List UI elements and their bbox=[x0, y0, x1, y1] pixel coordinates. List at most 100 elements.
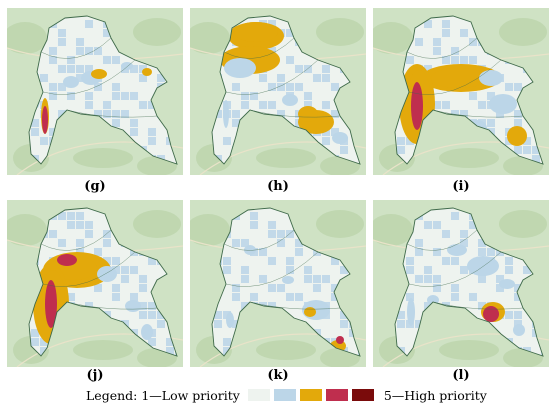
priority-cell-level-2 bbox=[223, 266, 231, 274]
priority-cell-level-2 bbox=[76, 221, 84, 229]
priority-cell-level-2 bbox=[277, 74, 285, 82]
map-panel-g bbox=[7, 8, 183, 175]
priority-cell-level-2 bbox=[424, 221, 432, 229]
priority-zone-level-2 bbox=[513, 324, 525, 336]
priority-cell-level-2 bbox=[76, 212, 84, 220]
priority-cell-level-2 bbox=[67, 65, 75, 73]
terrain-patch bbox=[133, 210, 181, 238]
priority-cell-level-2 bbox=[451, 293, 459, 301]
priority-cell-level-2 bbox=[241, 275, 249, 283]
priority-cell-level-2 bbox=[139, 74, 147, 82]
priority-cell-level-2 bbox=[232, 293, 240, 301]
priority-cell-level-2 bbox=[112, 110, 120, 118]
priority-cell-level-2 bbox=[532, 155, 540, 163]
internal-boundary bbox=[249, 301, 341, 310]
legend-low-label: Legend: 1—Low priority bbox=[86, 387, 240, 403]
priority-cell-level-2 bbox=[478, 248, 486, 256]
priority-cell-level-2 bbox=[166, 338, 174, 346]
priority-cell-level-2 bbox=[40, 338, 48, 346]
terrain-patch bbox=[190, 214, 230, 246]
priority-cell-level-2 bbox=[157, 311, 165, 319]
priority-cell-level-2 bbox=[85, 101, 93, 109]
priority-cell-level-2 bbox=[487, 92, 495, 100]
priority-cell-level-2 bbox=[40, 74, 48, 82]
priority-cell-level-2 bbox=[232, 119, 240, 127]
priority-cell-level-2 bbox=[304, 275, 312, 283]
priority-cell-level-2 bbox=[424, 266, 432, 274]
priority-cell-level-2 bbox=[523, 266, 531, 274]
priority-cell-level-2 bbox=[331, 257, 339, 265]
priority-cell-level-2 bbox=[103, 257, 111, 265]
priority-cell-level-2 bbox=[130, 128, 138, 136]
internal-boundary bbox=[42, 59, 136, 95]
priority-cell-level-2 bbox=[139, 65, 147, 73]
priority-cell-level-2 bbox=[67, 56, 75, 64]
priority-cell-level-2 bbox=[340, 146, 348, 154]
priority-zone-level-4 bbox=[411, 82, 423, 130]
terrain-patch bbox=[499, 210, 547, 238]
priority-cell-level-2 bbox=[76, 74, 84, 82]
priority-cell-level-2 bbox=[148, 128, 156, 136]
priority-cell-level-2 bbox=[76, 248, 84, 256]
priority-zone-level-2 bbox=[489, 94, 517, 114]
priority-cell-level-2 bbox=[121, 275, 129, 283]
priority-cell-level-2 bbox=[295, 65, 303, 73]
priority-cell-level-2 bbox=[286, 29, 294, 37]
priority-cell-level-2 bbox=[103, 239, 111, 247]
map-svg bbox=[7, 200, 183, 367]
priority-cell-level-2 bbox=[31, 128, 39, 136]
priority-cell-level-2 bbox=[112, 293, 120, 301]
priority-cell-level-2 bbox=[241, 101, 249, 109]
map-svg bbox=[190, 200, 366, 367]
priority-zone-level-2 bbox=[479, 70, 503, 86]
priority-cell-level-2 bbox=[415, 320, 423, 328]
priority-cell-level-2 bbox=[232, 83, 240, 91]
priority-cell-level-2 bbox=[469, 92, 477, 100]
legend-swatch-4 bbox=[325, 389, 348, 401]
priority-cell-level-2 bbox=[250, 221, 258, 229]
priority-cell-level-2 bbox=[415, 275, 423, 283]
map-svg bbox=[190, 8, 366, 175]
priority-cell-level-2 bbox=[469, 38, 477, 46]
legend: Legend: 1—Low priority 5—High priority bbox=[0, 384, 550, 406]
priority-cell-level-2 bbox=[259, 275, 267, 283]
priority-cell-level-2 bbox=[94, 284, 102, 292]
region-fill bbox=[29, 16, 177, 164]
priority-zone-level-4 bbox=[336, 336, 344, 344]
priority-cell-level-2 bbox=[469, 221, 477, 229]
internal-boundary bbox=[66, 109, 158, 118]
priority-cell-level-2 bbox=[130, 266, 138, 274]
priority-zone-level-2 bbox=[447, 244, 467, 256]
priority-cell-level-2 bbox=[505, 266, 513, 274]
priority-cell-level-2 bbox=[103, 56, 111, 64]
priority-cell-level-2 bbox=[277, 83, 285, 91]
internal-boundary bbox=[225, 59, 319, 95]
priority-zone-level-2 bbox=[332, 132, 348, 144]
priority-zone-level-4 bbox=[42, 106, 48, 134]
priority-zone-level-3 bbox=[507, 126, 527, 146]
priority-zone-level-2 bbox=[125, 300, 141, 312]
priority-cell-level-2 bbox=[442, 257, 450, 265]
priority-cell-level-2 bbox=[268, 302, 276, 310]
priority-zone-level-2 bbox=[282, 276, 294, 284]
legend-high-label: 5—High priority bbox=[383, 387, 487, 403]
priority-cell-level-2 bbox=[94, 110, 102, 118]
region-boundary bbox=[211, 207, 361, 357]
map-panel-h bbox=[190, 8, 366, 175]
priority-cell-level-2 bbox=[259, 248, 267, 256]
map-svg bbox=[373, 200, 549, 367]
priority-cell-level-2 bbox=[460, 110, 468, 118]
priority-cell-level-2 bbox=[478, 239, 486, 247]
priority-cell-level-2 bbox=[523, 146, 531, 154]
priority-cell-level-2 bbox=[451, 110, 459, 118]
legend-swatch-1 bbox=[247, 389, 270, 401]
priority-cell-level-2 bbox=[295, 248, 303, 256]
priority-cell-level-2 bbox=[268, 230, 276, 238]
priority-cell-level-2 bbox=[433, 101, 441, 109]
priority-cell-level-2 bbox=[85, 92, 93, 100]
priority-cell-level-2 bbox=[397, 320, 405, 328]
priority-cell-level-2 bbox=[49, 47, 57, 55]
priority-cell-level-2 bbox=[121, 266, 129, 274]
priority-cell-level-2 bbox=[112, 266, 120, 274]
priority-cell-level-2 bbox=[214, 110, 222, 118]
